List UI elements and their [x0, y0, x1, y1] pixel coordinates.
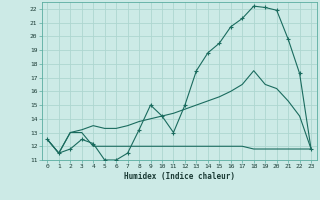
- X-axis label: Humidex (Indice chaleur): Humidex (Indice chaleur): [124, 172, 235, 181]
